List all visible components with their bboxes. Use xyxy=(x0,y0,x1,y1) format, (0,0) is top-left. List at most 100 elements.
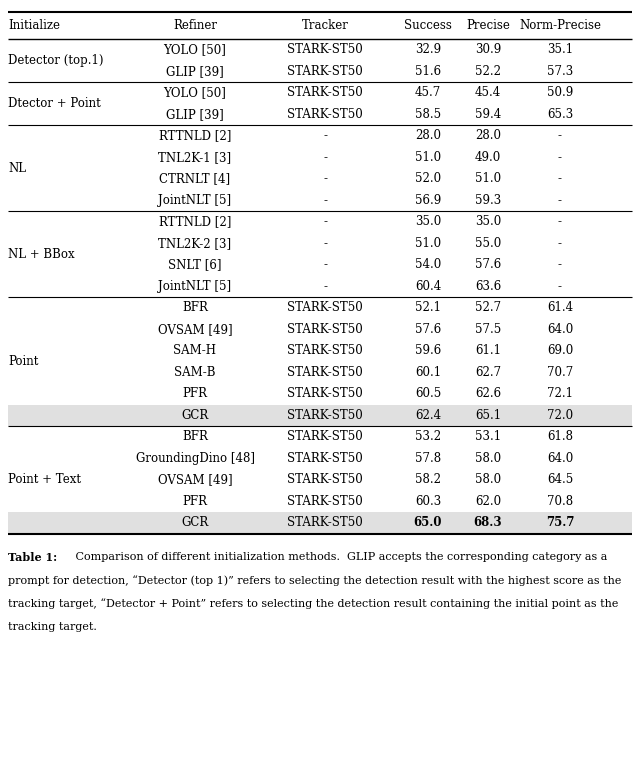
Text: Comparison of different initialization methods.  GLIP accepts the corresponding : Comparison of different initialization m… xyxy=(65,551,607,561)
Text: BFR: BFR xyxy=(182,301,208,314)
Text: 45.4: 45.4 xyxy=(475,86,501,100)
Text: 45.7: 45.7 xyxy=(415,86,441,100)
Text: 52.0: 52.0 xyxy=(415,172,441,185)
Text: GLIP [39]: GLIP [39] xyxy=(166,65,224,78)
Text: 59.6: 59.6 xyxy=(415,344,441,358)
Text: STARK-ST50: STARK-ST50 xyxy=(287,86,363,100)
Text: 52.1: 52.1 xyxy=(415,301,441,314)
Text: Point: Point xyxy=(8,355,38,368)
Text: 58.5: 58.5 xyxy=(415,107,441,121)
Text: STARK-ST50: STARK-ST50 xyxy=(287,107,363,121)
Text: 54.0: 54.0 xyxy=(415,258,441,271)
Text: TNL2K-1 [3]: TNL2K-1 [3] xyxy=(159,151,232,164)
Text: STARK-ST50: STARK-ST50 xyxy=(287,474,363,486)
Text: Tracker: Tracker xyxy=(301,19,348,32)
Text: STARK-ST50: STARK-ST50 xyxy=(287,323,363,336)
Text: 58.0: 58.0 xyxy=(475,474,501,486)
Text: -: - xyxy=(558,258,562,271)
Text: 75.7: 75.7 xyxy=(546,516,574,529)
Text: 50.9: 50.9 xyxy=(547,86,573,100)
Text: 72.1: 72.1 xyxy=(547,387,573,401)
Text: Dtector + Point: Dtector + Point xyxy=(8,97,100,110)
Text: 51.6: 51.6 xyxy=(415,65,441,78)
Text: 63.6: 63.6 xyxy=(475,280,501,292)
Text: 49.0: 49.0 xyxy=(475,151,501,164)
Text: STARK-ST50: STARK-ST50 xyxy=(287,516,363,529)
Text: 60.3: 60.3 xyxy=(415,495,441,508)
Text: 28.0: 28.0 xyxy=(475,129,501,142)
Text: STARK-ST50: STARK-ST50 xyxy=(287,408,363,422)
Text: 28.0: 28.0 xyxy=(415,129,441,142)
Text: 51.0: 51.0 xyxy=(415,151,441,164)
Text: -: - xyxy=(323,129,327,142)
Text: STARK-ST50: STARK-ST50 xyxy=(287,301,363,314)
Text: Point + Text: Point + Text xyxy=(8,474,81,486)
Text: -: - xyxy=(323,151,327,164)
Text: OVSAM [49]: OVSAM [49] xyxy=(157,323,232,336)
Text: 70.8: 70.8 xyxy=(547,495,573,508)
Text: 35.0: 35.0 xyxy=(415,216,441,228)
Text: JointNLT [5]: JointNLT [5] xyxy=(159,280,232,292)
Text: -: - xyxy=(323,258,327,271)
Bar xyxy=(8,405,632,426)
Text: GroundingDino [48]: GroundingDino [48] xyxy=(136,452,255,465)
Text: -: - xyxy=(323,280,327,292)
Text: PFR: PFR xyxy=(182,387,207,401)
Text: 65.0: 65.0 xyxy=(413,516,442,529)
Text: 62.6: 62.6 xyxy=(475,387,501,401)
Text: STARK-ST50: STARK-ST50 xyxy=(287,366,363,379)
Text: tracking target.: tracking target. xyxy=(8,622,97,632)
Text: Detector (top.1): Detector (top.1) xyxy=(8,54,104,67)
Text: YOLO [50]: YOLO [50] xyxy=(164,43,227,56)
Text: 62.7: 62.7 xyxy=(475,366,501,379)
Text: Precise: Precise xyxy=(466,19,510,32)
Text: 51.0: 51.0 xyxy=(415,237,441,250)
Text: 57.6: 57.6 xyxy=(475,258,501,271)
Text: 68.3: 68.3 xyxy=(474,516,502,529)
Text: 53.2: 53.2 xyxy=(415,430,441,443)
Text: GLIP [39]: GLIP [39] xyxy=(166,107,224,121)
Text: -: - xyxy=(558,172,562,185)
Text: 72.0: 72.0 xyxy=(547,408,573,422)
Text: 58.2: 58.2 xyxy=(415,474,441,486)
Text: 57.5: 57.5 xyxy=(475,323,501,336)
Text: STARK-ST50: STARK-ST50 xyxy=(287,387,363,401)
Text: STARK-ST50: STARK-ST50 xyxy=(287,430,363,443)
Text: STARK-ST50: STARK-ST50 xyxy=(287,344,363,358)
Text: 61.1: 61.1 xyxy=(475,344,501,358)
Text: -: - xyxy=(323,237,327,250)
Text: -: - xyxy=(323,194,327,207)
Text: TNL2K-2 [3]: TNL2K-2 [3] xyxy=(159,237,232,250)
Bar xyxy=(8,512,632,533)
Text: RTTNLD [2]: RTTNLD [2] xyxy=(159,216,231,228)
Text: 62.4: 62.4 xyxy=(415,408,441,422)
Text: 62.0: 62.0 xyxy=(475,495,501,508)
Text: -: - xyxy=(558,194,562,207)
Text: -: - xyxy=(323,216,327,228)
Text: STARK-ST50: STARK-ST50 xyxy=(287,65,363,78)
Text: -: - xyxy=(558,216,562,228)
Text: NL: NL xyxy=(8,162,26,175)
Text: 57.3: 57.3 xyxy=(547,65,573,78)
Text: SAM-B: SAM-B xyxy=(174,366,216,379)
Text: SNLT [6]: SNLT [6] xyxy=(168,258,221,271)
Text: 70.7: 70.7 xyxy=(547,366,573,379)
Text: 35.0: 35.0 xyxy=(475,216,501,228)
Text: Refiner: Refiner xyxy=(173,19,217,32)
Text: 35.1: 35.1 xyxy=(547,43,573,56)
Text: GCR: GCR xyxy=(181,408,209,422)
Text: YOLO [50]: YOLO [50] xyxy=(164,86,227,100)
Text: STARK-ST50: STARK-ST50 xyxy=(287,43,363,56)
Text: JointNLT [5]: JointNLT [5] xyxy=(159,194,232,207)
Text: 52.7: 52.7 xyxy=(475,301,501,314)
Text: NL + BBox: NL + BBox xyxy=(8,248,75,260)
Text: 69.0: 69.0 xyxy=(547,344,573,358)
Text: Table 1:: Table 1: xyxy=(8,551,57,562)
Text: 60.5: 60.5 xyxy=(415,387,441,401)
Text: OVSAM [49]: OVSAM [49] xyxy=(157,474,232,486)
Text: 55.0: 55.0 xyxy=(475,237,501,250)
Text: -: - xyxy=(558,280,562,292)
Text: 30.9: 30.9 xyxy=(475,43,501,56)
Text: 51.0: 51.0 xyxy=(475,172,501,185)
Text: BFR: BFR xyxy=(182,430,208,443)
